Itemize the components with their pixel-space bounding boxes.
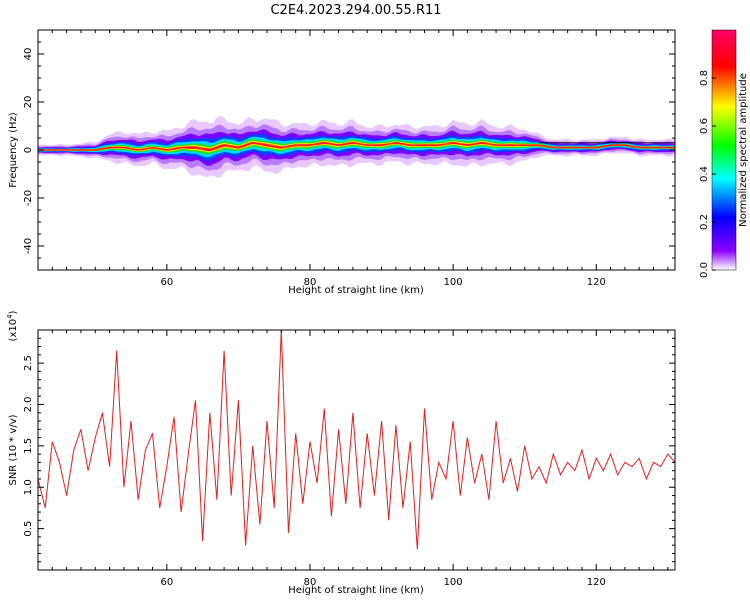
spectrogram-x-label: Height of straight line (km) (288, 285, 424, 296)
spectrogram-axes: 60 80 100 120 -40 -20 0 20 40 (23, 29, 675, 288)
snr-y-tick-label: 2.5 (23, 355, 34, 371)
snr-y-label: SNR (10 * v/v) (8, 414, 19, 485)
snr-marks (38, 330, 675, 550)
spectrogram-panel: 60 80 100 120 -40 -20 0 20 40 Height of straight… (8, 29, 676, 296)
spectrogram-y-tick-label: -40 (23, 238, 34, 254)
colorbar-tick-label: 0.2 (699, 214, 710, 230)
spectrogram-y-tick-label: 0 (23, 147, 34, 153)
colorbar-gradient (711, 29, 737, 271)
snr-frame (37, 329, 676, 571)
snr-axes: 60 80 100 120 0.5 1.0 1.5 2.0 2.5 (23, 330, 675, 588)
snr-x-tick-label: 80 (304, 577, 317, 588)
spectrogram-marks (38, 115, 675, 178)
snr-series-line (38, 330, 675, 550)
snr-x-label: Height of straight line (km) (288, 585, 424, 596)
snr-x-tick-label: 120 (587, 577, 606, 588)
snr-x-tick-label: 60 (160, 577, 173, 588)
colorbar-axes: 0.0 0.2 0.4 0.6 0.8 (699, 70, 716, 278)
spectrogram-x-tick-label: 100 (444, 277, 463, 288)
chart-title: C2E4.2023.294.00.55.R11 (270, 3, 441, 18)
spectrogram-y-label: Frequency (Hz) (8, 112, 19, 188)
spectrogram-band-6 (38, 140, 675, 153)
spectrogram-y-tick-label: -20 (23, 190, 34, 206)
snr-y-tick-label: 1.0 (23, 479, 34, 495)
colorbar-tick-label: 0.8 (699, 70, 710, 86)
spectrogram-y-tick-label: 20 (23, 96, 34, 109)
colorbar: 0.0 0.2 0.4 0.6 0.8 Normalized spectral ampl… (699, 29, 749, 278)
snr-y-tick-label: 0.5 (23, 521, 34, 537)
colorbar-label: Normalized spectral amplitude (738, 73, 749, 227)
snr-y-tick-label: 1.5 (23, 438, 34, 454)
snr-y-multiplier: (x104) (6, 310, 19, 341)
spectrogram-x-tick-label: 80 (304, 277, 317, 288)
colorbar-tick-label: 0.0 (699, 262, 710, 278)
snr-panel: 60 80 100 120 0.5 1.0 1.5 2.0 2.5 Height of stra… (6, 310, 676, 596)
colorbar-tick-label: 0.6 (699, 118, 710, 134)
spectrogram-x-tick-label: 60 (160, 277, 173, 288)
colorbar-tick-label: 0.4 (699, 166, 710, 182)
spectrogram-x-tick-label: 120 (587, 277, 606, 288)
spectrogram-y-tick-label: 40 (23, 48, 34, 61)
snr-x-tick-label: 100 (444, 577, 463, 588)
snr-y-tick-label: 2.0 (23, 397, 34, 413)
spectrogram-band-7 (38, 141, 675, 152)
